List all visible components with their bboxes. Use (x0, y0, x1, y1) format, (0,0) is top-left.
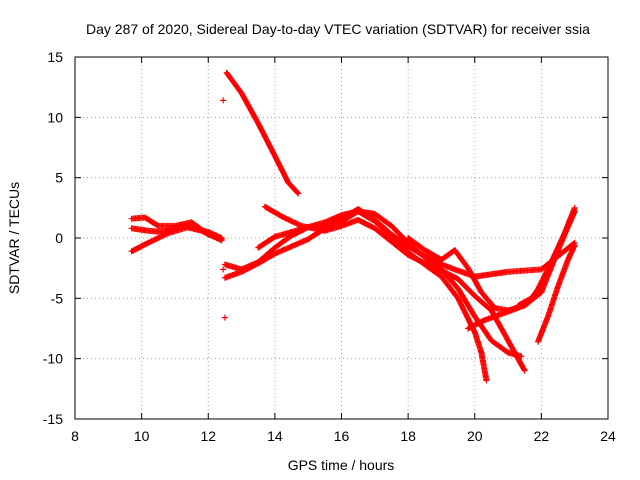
y-tick-label: 15 (47, 49, 63, 65)
data-markers (255, 208, 490, 384)
data-markers (220, 97, 228, 321)
series-track-4 (223, 69, 302, 197)
data-markers (515, 215, 575, 309)
y-tick-label: 10 (47, 109, 63, 125)
x-tick-label: 12 (200, 428, 216, 444)
data-markers (128, 224, 225, 255)
axis-ticks: 8 10 12 14 16 18 20 22 24 -15 -10 -5 0 5 10 15 (43, 49, 616, 444)
data-markers (223, 69, 302, 197)
series-track-3 (128, 224, 225, 255)
x-tick-label: 20 (467, 428, 483, 444)
data-points (128, 69, 578, 384)
series-track-12 (535, 242, 578, 345)
y-tick-label: -10 (43, 351, 63, 367)
y-tick-label: -15 (43, 411, 63, 427)
chart-title: Day 287 of 2020, Sidereal Day-to-day VTE… (86, 21, 590, 37)
x-tick-label: 10 (134, 428, 150, 444)
series-track-11 (515, 215, 575, 309)
data-markers (535, 242, 578, 345)
x-tick-label: 18 (400, 428, 416, 444)
y-tick-label: 5 (55, 170, 63, 186)
series-track-8 (255, 208, 490, 384)
x-tick-label: 22 (534, 428, 550, 444)
y-axis-label: SDTVAR / TECUs (6, 182, 22, 294)
y-tick-label: -5 (51, 290, 64, 306)
x-axis-label: GPS time / hours (288, 457, 395, 473)
y-tick-label: 0 (55, 230, 63, 246)
x-tick-label: 24 (600, 428, 616, 444)
series-outliers (220, 97, 228, 321)
x-tick-label: 8 (71, 428, 79, 444)
x-tick-label: 14 (267, 428, 283, 444)
x-tick-label: 16 (334, 428, 350, 444)
